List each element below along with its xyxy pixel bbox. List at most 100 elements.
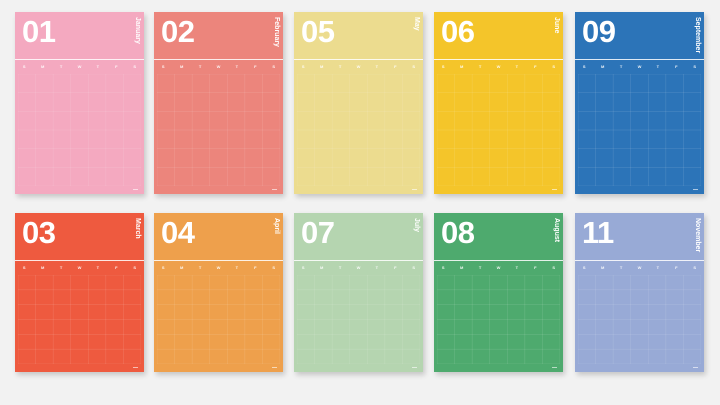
weekday-label: T bbox=[228, 63, 246, 71]
weekday-label: F bbox=[107, 264, 125, 272]
weekday-label: M bbox=[452, 264, 470, 272]
weekday-label: W bbox=[489, 264, 507, 272]
weekday-label: T bbox=[508, 264, 526, 272]
weekday-label: S bbox=[154, 264, 172, 272]
footer-mark bbox=[412, 189, 417, 190]
weekday-label: T bbox=[52, 264, 70, 272]
month-number: 08 bbox=[441, 217, 474, 248]
calendar-grid bbox=[157, 275, 280, 364]
month-number: 01 bbox=[22, 16, 55, 47]
calendar-grid bbox=[297, 74, 420, 186]
calendar-poster-november[interactable]: 11 November S M T W T F S bbox=[575, 213, 704, 372]
weekday-label: T bbox=[191, 63, 209, 71]
weekday-label: S bbox=[575, 264, 593, 272]
weekday-label: W bbox=[630, 63, 648, 71]
calendar-grid bbox=[18, 74, 141, 186]
month-name: August bbox=[553, 218, 560, 242]
weekday-label: T bbox=[89, 264, 107, 272]
weekday-label: F bbox=[246, 63, 264, 71]
weekday-label: S bbox=[294, 264, 312, 272]
calendar-grid bbox=[18, 275, 141, 364]
weekday-label: W bbox=[349, 63, 367, 71]
weekday-label: T bbox=[331, 264, 349, 272]
weekday-label: T bbox=[368, 63, 386, 71]
month-name: February bbox=[273, 17, 280, 47]
weekday-label: M bbox=[312, 63, 330, 71]
weekday-label: S bbox=[545, 63, 563, 71]
header-divider bbox=[15, 59, 144, 60]
month-number: 04 bbox=[161, 217, 194, 248]
weekday-label: W bbox=[70, 63, 88, 71]
weekday-label: M bbox=[33, 264, 51, 272]
weekday-label: T bbox=[471, 264, 489, 272]
month-number: 03 bbox=[22, 217, 55, 248]
weekday-label: F bbox=[526, 264, 544, 272]
weekday-label: S bbox=[575, 63, 593, 71]
month-name: March bbox=[134, 218, 141, 239]
weekday-label: S bbox=[154, 63, 172, 71]
weekday-label: W bbox=[489, 63, 507, 71]
month-number: 02 bbox=[161, 16, 194, 47]
footer-mark bbox=[272, 367, 277, 368]
weekday-label: S bbox=[405, 264, 423, 272]
footer-mark bbox=[133, 189, 138, 190]
footer-mark bbox=[412, 367, 417, 368]
calendar-poster-august[interactable]: 08 August S M T W T F S bbox=[434, 213, 563, 372]
weekday-label: S bbox=[686, 264, 704, 272]
weekday-label: T bbox=[331, 63, 349, 71]
calendar-grid bbox=[157, 74, 280, 186]
weekday-label: T bbox=[368, 264, 386, 272]
calendar-poster-january[interactable]: 01 January S M T W T F S bbox=[15, 12, 144, 194]
month-number: 07 bbox=[301, 217, 334, 248]
weekday-label: F bbox=[667, 63, 685, 71]
weekday-label: M bbox=[593, 264, 611, 272]
month-name: May bbox=[413, 17, 420, 31]
weekday-label: F bbox=[107, 63, 125, 71]
weekday-label: S bbox=[126, 264, 144, 272]
weekday-label: M bbox=[33, 63, 51, 71]
weekday-label: S bbox=[265, 264, 283, 272]
footer-mark bbox=[693, 189, 698, 190]
footer-mark bbox=[693, 367, 698, 368]
weekday-label: F bbox=[246, 264, 264, 272]
weekday-label: F bbox=[386, 63, 404, 71]
calendar-grid bbox=[437, 275, 560, 364]
header-divider bbox=[15, 260, 144, 261]
calendar-poster-june[interactable]: 06 June S M T W T F S bbox=[434, 12, 563, 194]
calendar-poster-march[interactable]: 03 March S M T W T F S bbox=[15, 213, 144, 372]
calendar-poster-february[interactable]: 02 February S M T W T F S bbox=[154, 12, 283, 194]
weekday-label: S bbox=[434, 264, 452, 272]
weekday-label: W bbox=[349, 264, 367, 272]
weekday-label: M bbox=[593, 63, 611, 71]
calendar-poster-september[interactable]: 09 September S M T W T F S bbox=[575, 12, 704, 194]
footer-mark bbox=[133, 367, 138, 368]
calendar-grid bbox=[297, 275, 420, 364]
header-divider bbox=[294, 59, 423, 60]
weekday-label: S bbox=[126, 63, 144, 71]
month-number: 06 bbox=[441, 16, 474, 47]
calendar-poster-july[interactable]: 07 July S M T W T F S bbox=[294, 213, 423, 372]
header-divider bbox=[575, 59, 704, 60]
weekday-label: F bbox=[667, 264, 685, 272]
calendar-poster-april[interactable]: 04 April S M T W T F S bbox=[154, 213, 283, 372]
month-name: November bbox=[694, 218, 701, 252]
footer-mark bbox=[272, 189, 277, 190]
header-divider bbox=[154, 59, 283, 60]
weekday-label: T bbox=[191, 264, 209, 272]
weekday-label: M bbox=[312, 264, 330, 272]
weekday-label: W bbox=[630, 264, 648, 272]
footer-mark bbox=[552, 189, 557, 190]
calendar-poster-may[interactable]: 05 May S M T W T F S bbox=[294, 12, 423, 194]
weekday-label: T bbox=[52, 63, 70, 71]
header-divider bbox=[294, 260, 423, 261]
weekday-label: M bbox=[172, 63, 190, 71]
month-name: January bbox=[134, 17, 141, 44]
weekday-label: T bbox=[471, 63, 489, 71]
